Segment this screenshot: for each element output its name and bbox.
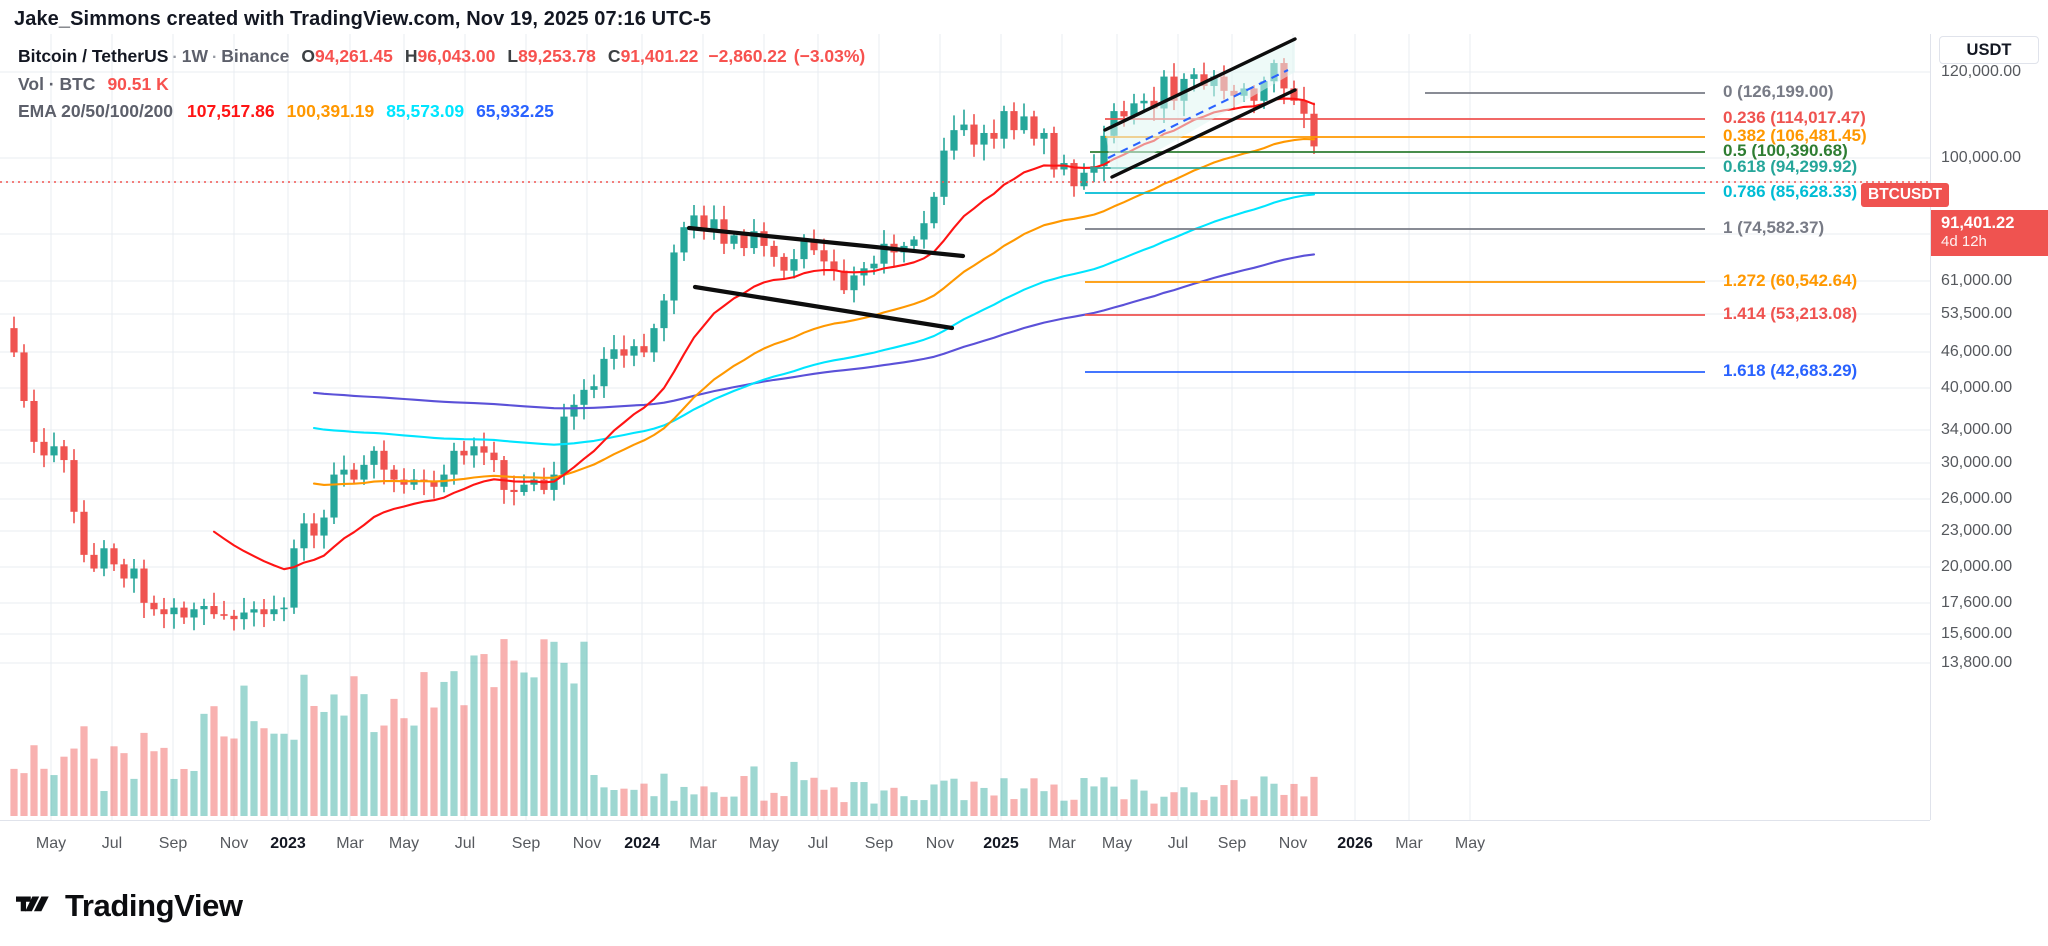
legend-ema100-value: 85,573.09: [386, 100, 465, 121]
legend-close-key: C: [607, 46, 621, 66]
footer-bar: TradingView: [0, 872, 2048, 946]
fib-level-label[interactable]: 0.786 (85,628.33): [1723, 182, 1858, 201]
time-axis-tick: Sep: [158, 835, 188, 852]
price-axis-tick: 100,000.00: [1941, 149, 2022, 166]
time-axis-tick: Jul: [101, 835, 123, 852]
legend-open-key: O: [301, 46, 315, 66]
legend-ema200-value: 65,932.25: [476, 100, 554, 121]
time-axis-tick: 2025: [983, 835, 1019, 852]
price-axis[interactable]: USDT 120,000.00100,000.0073,000.0061,000…: [1930, 34, 2048, 820]
price-axis-tick: 61,000.00: [1941, 272, 2013, 289]
legend-ema-title[interactable]: EMA 20/50/100/200: [18, 100, 174, 121]
time-axis-tick: Mar: [1395, 835, 1423, 852]
price-axis-tick: 120,000.00: [1941, 63, 2022, 80]
legend-sep-1: ·: [172, 49, 178, 66]
fib-level-label[interactable]: 1 (74,582.37): [1723, 218, 1825, 237]
legend-change-absolute: −2,860.22: [708, 46, 787, 66]
legend-sep-2: ·: [211, 49, 218, 66]
current-price-badge[interactable]: 91,401.22 4d 12h: [1931, 210, 2048, 256]
attribution-text: Jake_Simmons created with TradingView.co…: [14, 8, 711, 30]
time-axis-tick: May: [35, 835, 67, 852]
tradingview-logo[interactable]: TradingView: [16, 888, 243, 924]
fib-level-label[interactable]: 0.382 (106,481.45): [1723, 126, 1867, 145]
ema-overlays: [212, 97, 1316, 571]
time-axis-tick: Mar: [1048, 835, 1076, 852]
descending-channel-drawing: [686, 225, 966, 331]
chart-pane[interactable]: [0, 34, 1930, 820]
legend-row-symbol: Bitcoin / TetherUS · 1W · Binance O 94,26…: [18, 44, 865, 70]
price-axis-tick: 53,500.00: [1941, 305, 2013, 322]
legend-low-value: 89,253.78: [518, 46, 596, 66]
time-axis-tick: May: [748, 835, 780, 852]
price-axis-tick: 20,000.00: [1941, 558, 2013, 575]
time-axis-tick: May: [388, 835, 420, 852]
time-axis-tick: Sep: [511, 835, 541, 852]
volume-histogram: [10, 639, 1318, 816]
time-axis-tick: Nov: [572, 835, 602, 852]
legend-close-value: 91,401.22: [620, 46, 699, 66]
ema-200-line: [312, 253, 1316, 410]
chart-svg: [0, 34, 1930, 820]
legend-row-ema: EMA 20/50/100/200 107,517.86 100,391.19 …: [18, 99, 865, 124]
time-axis-tick: Sep: [864, 835, 894, 852]
price-axis-tick: 17,600.00: [1941, 594, 2013, 611]
tradingview-mark-icon: [16, 896, 49, 912]
fib-level-label[interactable]: 0.618 (94,299.92): [1723, 157, 1858, 176]
ema-50-line: [312, 137, 1316, 486]
time-axis-tick: 2023: [270, 835, 306, 852]
legend-exchange[interactable]: Binance: [221, 46, 290, 66]
chart-legend: Bitcoin / TetherUS · 1W · Binance O 94,26…: [18, 44, 865, 123]
price-axis-tick: 30,000.00: [1941, 454, 2013, 471]
legend-high-key: H: [404, 46, 418, 66]
fib-level-label[interactable]: 0 (126,199.00): [1723, 82, 1834, 101]
time-axis-tick: May: [1454, 835, 1486, 852]
time-axis-tick: Jul: [1167, 835, 1189, 852]
fib-level-label[interactable]: 0.236 (114,017.47): [1723, 108, 1866, 127]
price-axis-unit: USDT: [1939, 36, 2039, 64]
time-axis-tick: Nov: [1278, 835, 1308, 852]
legend-high-value: 96,043.00: [417, 46, 496, 66]
time-axis-tick: Jul: [807, 835, 829, 852]
bar-countdown: 4d 12h: [1941, 232, 1987, 250]
time-axis-tick: Mar: [689, 835, 717, 852]
legend-symbol[interactable]: Bitcoin / TetherUS: [18, 46, 169, 66]
time-axis-tick: Jul: [454, 835, 476, 852]
current-price-value: 91,401.22: [1941, 214, 2015, 232]
legend-volume-value: 90.51 K: [107, 73, 169, 94]
legend-change-percent: (−3.03%): [793, 46, 866, 66]
time-axis[interactable]: May Jul Sep Nov 2023 Mar May Jul Sep Nov 2024 Mar Ma…: [0, 820, 1930, 872]
fib-level-label[interactable]: 0.5 (100,390.68): [1723, 141, 1848, 160]
ema-100-line: [312, 193, 1316, 446]
price-axis-tick: 15,600.00: [1941, 625, 2013, 642]
legend-row-volume: Vol · BTC 90.51 K: [18, 72, 865, 97]
tradingview-wordmark: TradingView: [65, 888, 243, 923]
time-axis-tick: 2024: [624, 835, 660, 852]
price-axis-tick: 40,000.00: [1941, 379, 2013, 396]
price-axis-tick: 34,000.00: [1941, 421, 2013, 438]
ascending-channel-drawing: [1103, 37, 1297, 179]
legend-interval[interactable]: 1W: [181, 46, 208, 66]
symbol-price-tag: BTCUSDT: [1861, 183, 1950, 207]
fib-level-label[interactable]: 1.272 (60,542.64): [1723, 271, 1858, 290]
legend-ema20-value: 107,517.86: [187, 100, 275, 121]
time-axis-tick: 2026: [1337, 835, 1373, 852]
time-axis-tick: Nov: [219, 835, 249, 852]
legend-low-key: L: [507, 46, 519, 66]
time-axis-tick: Sep: [1217, 835, 1247, 852]
price-axis-tick: 26,000.00: [1941, 490, 2013, 507]
fib-level-label[interactable]: 1.618 (42,683.29): [1723, 361, 1858, 380]
price-axis-tick: 13,800.00: [1941, 654, 2013, 671]
fib-level-label[interactable]: 1.414 (53,213.08): [1723, 304, 1858, 323]
price-axis-tick: 23,000.00: [1941, 522, 2013, 539]
legend-open-value: 94,261.45: [315, 46, 393, 66]
legend-ema50-value: 100,391.19: [286, 100, 375, 121]
time-axis-tick: May: [1101, 835, 1133, 852]
price-axis-tick: 46,000.00: [1941, 343, 2013, 360]
time-axis-tick: Mar: [336, 835, 364, 852]
legend-volume-title[interactable]: Vol · BTC: [18, 73, 96, 94]
chart-canvas: [0, 34, 1930, 820]
time-axis-tick: Nov: [925, 835, 955, 852]
candlestick-series: [10, 58, 1318, 631]
